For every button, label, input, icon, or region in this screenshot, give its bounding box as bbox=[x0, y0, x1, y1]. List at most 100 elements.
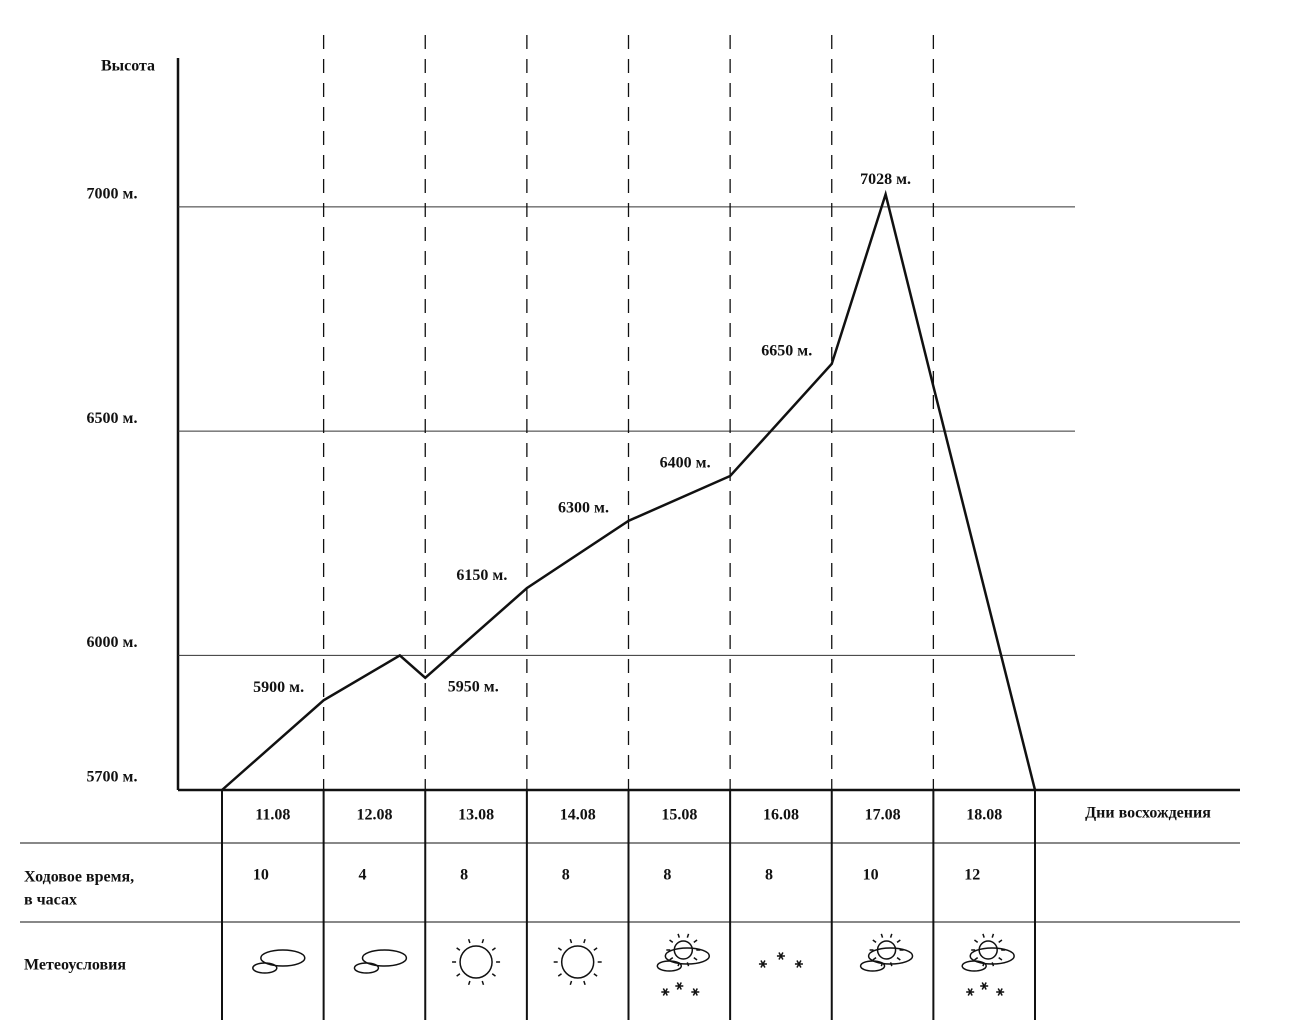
sun-ray bbox=[669, 939, 674, 943]
sun-ray bbox=[491, 947, 496, 951]
sun-ray bbox=[991, 933, 995, 938]
weather-icon bbox=[758, 952, 803, 968]
sun-ray bbox=[557, 973, 562, 977]
sun-ray bbox=[998, 957, 1003, 961]
cloud bbox=[859, 960, 886, 972]
snowflake bbox=[760, 960, 766, 968]
sun-ray bbox=[973, 957, 979, 961]
weather-icon bbox=[553, 938, 602, 986]
snowflake bbox=[676, 982, 682, 990]
sun bbox=[978, 940, 998, 960]
x-tick-label: 14.08 bbox=[560, 807, 596, 824]
sun-ray bbox=[467, 980, 471, 986]
hours-cell: 12 bbox=[964, 867, 980, 884]
sun-ray bbox=[880, 933, 884, 938]
data-label: 6150 м. bbox=[456, 567, 507, 584]
sun-ray bbox=[569, 980, 573, 986]
sun-ray bbox=[896, 939, 901, 943]
cloud bbox=[867, 947, 914, 965]
cloud bbox=[656, 960, 683, 972]
weather-icon bbox=[353, 949, 408, 974]
hours-cell: 8 bbox=[765, 867, 773, 884]
sun-ray bbox=[686, 933, 690, 938]
sun-ray bbox=[872, 957, 877, 961]
sun-ray bbox=[593, 973, 598, 977]
weather-icon bbox=[452, 938, 501, 986]
row-label: в часах bbox=[24, 892, 77, 909]
sun-ray bbox=[998, 939, 1003, 943]
weather-icon bbox=[252, 949, 306, 974]
data-label: 7028 м. bbox=[860, 171, 911, 188]
hours-cell: 8 bbox=[562, 867, 570, 884]
sun-ray bbox=[569, 938, 573, 944]
data-label: 5950 м. bbox=[448, 679, 499, 696]
y-axis-label: Высота bbox=[101, 58, 155, 75]
sun-ray bbox=[693, 957, 698, 961]
sun-ray bbox=[973, 939, 979, 943]
snowflake bbox=[778, 952, 784, 960]
x-tick-label: 17.08 bbox=[865, 807, 901, 824]
sun-ray bbox=[872, 939, 877, 943]
data-label: 6300 м. bbox=[558, 500, 609, 517]
hours-cell: 4 bbox=[358, 867, 366, 884]
sun-ray bbox=[456, 947, 461, 951]
weather-icon bbox=[656, 933, 711, 996]
x-tick-label: 15.08 bbox=[661, 807, 697, 824]
y-tick-label: 6000 м. bbox=[87, 634, 138, 651]
snowflake bbox=[796, 960, 802, 968]
altitude-line bbox=[221, 189, 1037, 791]
sun-ray bbox=[456, 973, 461, 977]
sun-ray bbox=[669, 957, 674, 961]
sun bbox=[459, 945, 493, 979]
weather-icon bbox=[961, 933, 1015, 996]
sun bbox=[876, 940, 897, 960]
sun-ray bbox=[889, 933, 893, 938]
cloud bbox=[361, 949, 408, 967]
cloud bbox=[969, 947, 1015, 965]
sun-ray bbox=[583, 980, 586, 986]
x-tick-label: 12.08 bbox=[356, 807, 392, 824]
hours-cell: 10 bbox=[253, 867, 269, 884]
sun bbox=[560, 945, 595, 979]
hours-cell: 8 bbox=[460, 867, 468, 884]
y-tick-label: 6500 м. bbox=[87, 410, 138, 427]
x-tick-label: 18.08 bbox=[966, 807, 1002, 824]
sun-ray bbox=[593, 947, 598, 951]
x-tick-label: 16.08 bbox=[763, 807, 799, 824]
sun-ray bbox=[491, 973, 496, 977]
hours-cell: 10 bbox=[863, 867, 879, 884]
data-label: 6400 м. bbox=[660, 455, 711, 472]
snowflake bbox=[967, 988, 973, 996]
x-tick-label: 11.08 bbox=[255, 807, 290, 824]
y-tick-label: 7000 м. bbox=[87, 186, 138, 203]
snowflake bbox=[997, 988, 1003, 996]
sun-ray bbox=[467, 938, 471, 944]
sun-ray bbox=[982, 933, 985, 938]
cloud bbox=[252, 962, 278, 974]
sun-ray bbox=[677, 933, 681, 938]
x-tick-label: 13.08 bbox=[458, 807, 494, 824]
sun-ray bbox=[481, 938, 485, 944]
row-label: Метеоусловия bbox=[24, 957, 126, 974]
y-tick-label: 5700 м. bbox=[87, 769, 138, 786]
snowflake bbox=[662, 988, 668, 996]
hours-cell: 8 bbox=[663, 867, 671, 884]
data-label: 6650 м. bbox=[761, 343, 812, 360]
snowflake bbox=[692, 988, 698, 996]
data-label: 5900 м. bbox=[253, 679, 304, 696]
x-axis-label: Дни восхождения bbox=[1085, 805, 1211, 822]
cloud bbox=[353, 962, 380, 974]
weather-icon bbox=[859, 933, 914, 972]
cloud bbox=[664, 947, 711, 965]
sun-ray bbox=[896, 957, 901, 961]
sun-ray bbox=[693, 939, 698, 943]
row-label: Ходовое время, bbox=[24, 869, 134, 886]
sun-ray bbox=[481, 980, 485, 986]
sun bbox=[673, 940, 694, 960]
cloud bbox=[961, 960, 987, 972]
cloud bbox=[260, 949, 306, 967]
sun-ray bbox=[583, 938, 586, 944]
snowflake bbox=[981, 982, 987, 990]
sun-ray bbox=[557, 947, 562, 951]
